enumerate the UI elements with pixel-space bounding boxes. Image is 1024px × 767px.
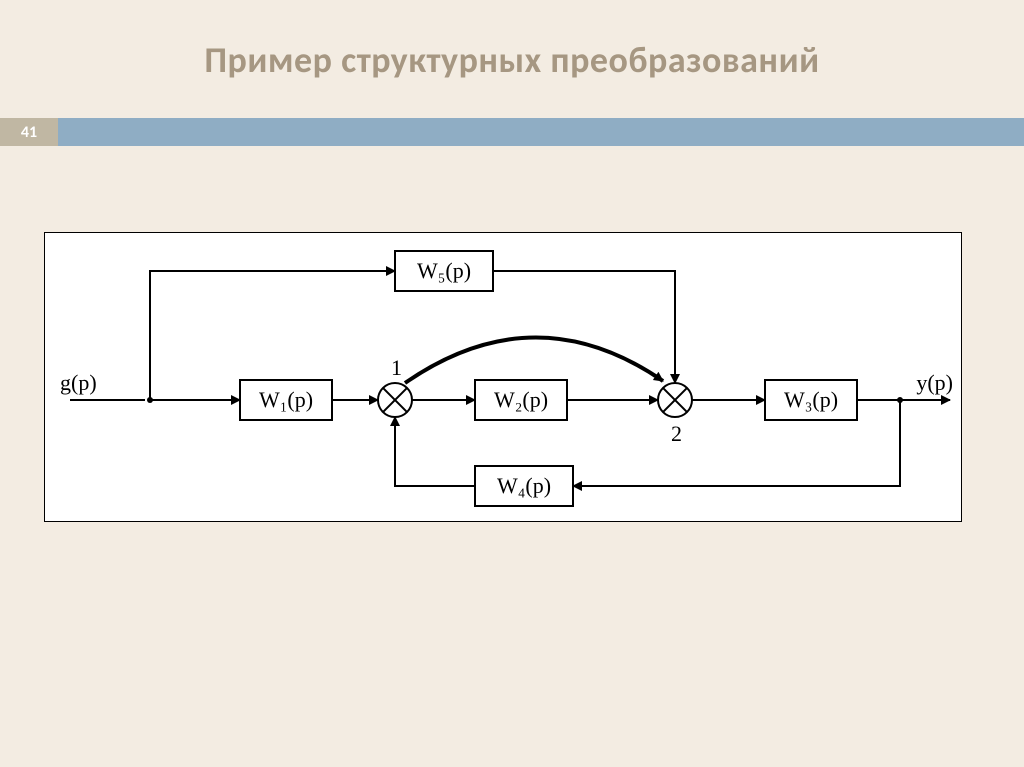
summer-annot-S2: 2 [671,421,682,447]
input-signal-label: g(p) [60,370,97,396]
output-signal-label: y(p) [916,370,953,396]
block-label-W5: W₅(p) [395,251,493,291]
junction-node [147,397,153,403]
transformation-arc [405,337,663,383]
edge [493,271,675,383]
block-label-W3: W₃(p) [765,380,857,420]
edge [395,417,475,486]
header-bar [58,118,1024,146]
page-number-badge: 41 [0,118,58,146]
block-label-W2: W₂(p) [475,380,567,420]
junction-node [897,397,903,403]
summer-annot-S1: 1 [391,355,402,381]
block-label-W1: W₁(p) [240,380,332,420]
header-band: 41 [0,118,1024,146]
slide-title: Пример структурных преобразований [0,0,1024,82]
block-diagram: W₁(p) W₂(p) W₃(p) W₄(p) W₅(p) 1 2 g(p) y(p) [44,232,962,522]
block-label-W4: W₄(p) [475,466,573,506]
